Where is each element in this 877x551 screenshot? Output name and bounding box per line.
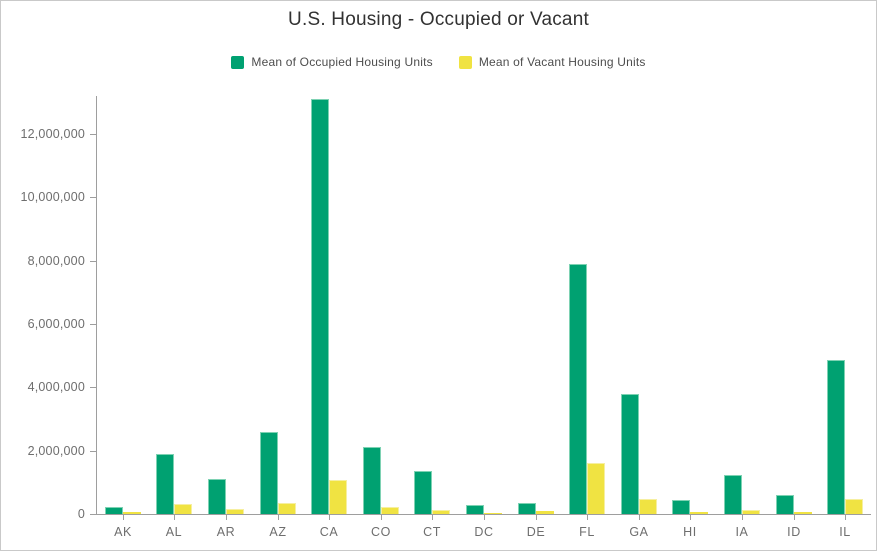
- y-axis-tick: [90, 514, 96, 515]
- bar-ga-occupied[interactable]: [621, 394, 639, 514]
- bar-co-vacant[interactable]: [381, 507, 399, 514]
- x-axis-tick: [536, 515, 537, 520]
- bar-il-occupied[interactable]: [827, 360, 845, 514]
- x-axis-line: [96, 514, 871, 515]
- x-axis-tick-label: IL: [839, 525, 851, 539]
- bar-fl-occupied[interactable]: [569, 264, 587, 514]
- y-axis-tick-label: 0: [77, 507, 85, 521]
- bar-az-occupied[interactable]: [260, 432, 278, 514]
- bar-id-occupied[interactable]: [776, 495, 794, 514]
- bar-ct-occupied[interactable]: [414, 471, 432, 514]
- y-axis-tick: [90, 387, 96, 388]
- bar-ia-vacant[interactable]: [742, 510, 760, 514]
- bar-ga-vacant[interactable]: [639, 499, 657, 514]
- bar-il-vacant[interactable]: [845, 499, 863, 514]
- x-axis-tick-label: DC: [474, 525, 494, 539]
- x-axis-tick-label: CT: [423, 525, 441, 539]
- x-axis-tick: [226, 515, 227, 520]
- x-axis-tick: [690, 515, 691, 520]
- y-axis-tick: [90, 261, 96, 262]
- bar-ia-occupied[interactable]: [724, 475, 742, 514]
- bar-de-occupied[interactable]: [518, 503, 536, 514]
- x-axis-tick-label: CA: [319, 525, 339, 539]
- legend-swatch-vacant-icon: [458, 55, 472, 69]
- x-axis-tick: [432, 515, 433, 520]
- x-axis-tick: [742, 515, 743, 520]
- legend-item-vacant[interactable]: Mean of Vacant Housing Units: [458, 55, 646, 69]
- y-axis-tick: [90, 324, 96, 325]
- bar-hi-occupied[interactable]: [672, 500, 690, 514]
- bar-ar-occupied[interactable]: [208, 479, 226, 514]
- bar-ak-vacant[interactable]: [123, 512, 141, 514]
- bar-co-occupied[interactable]: [363, 447, 381, 514]
- bar-al-occupied[interactable]: [156, 454, 174, 514]
- x-axis-tick: [794, 515, 795, 520]
- y-axis-tick-label: 6,000,000: [27, 317, 85, 331]
- x-axis-tick-label: HI: [683, 525, 697, 539]
- x-axis-tick: [587, 515, 588, 520]
- x-axis-tick-label: FL: [579, 525, 595, 539]
- x-axis-tick-label: GA: [629, 525, 649, 539]
- y-axis-tick-label: 12,000,000: [20, 127, 85, 141]
- y-axis-tick-label: 10,000,000: [20, 190, 85, 204]
- x-axis-tick: [484, 515, 485, 520]
- y-axis-tick-label: 8,000,000: [27, 254, 85, 268]
- x-axis-tick: [123, 515, 124, 520]
- chart-title: U.S. Housing - Occupied or Vacant: [288, 9, 589, 30]
- bar-dc-occupied[interactable]: [466, 505, 484, 514]
- legend-swatch-occupied-icon: [231, 55, 245, 69]
- legend-item-occupied[interactable]: Mean of Occupied Housing Units: [231, 55, 433, 69]
- x-axis-tick: [278, 515, 279, 520]
- x-axis-tick: [174, 515, 175, 520]
- bar-ct-vacant[interactable]: [432, 510, 450, 514]
- y-axis-tick-label: 4,000,000: [27, 380, 85, 394]
- x-axis-tick-label: ID: [787, 525, 801, 539]
- x-axis-tick: [381, 515, 382, 520]
- x-axis-tick-label: AR: [216, 525, 236, 539]
- x-axis-tick-label: AL: [165, 525, 183, 539]
- x-axis-tick: [845, 515, 846, 520]
- y-axis-tick-label: 2,000,000: [27, 444, 85, 458]
- x-axis-tick: [639, 515, 640, 520]
- bar-ca-occupied[interactable]: [311, 99, 329, 514]
- y-axis-tick: [90, 451, 96, 452]
- y-axis-tick: [90, 134, 96, 135]
- bar-hi-vacant[interactable]: [690, 512, 708, 514]
- bar-de-vacant[interactable]: [536, 511, 554, 514]
- x-axis-tick-label: CO: [371, 525, 391, 539]
- legend-label-vacant: Mean of Vacant Housing Units: [478, 55, 646, 69]
- x-axis-tick-label: AK: [114, 525, 132, 539]
- bar-dc-vacant[interactable]: [484, 513, 502, 514]
- y-axis-tick: [90, 197, 96, 198]
- x-axis-tick-label: DE: [526, 525, 546, 539]
- bar-fl-vacant[interactable]: [587, 463, 605, 514]
- x-axis-tick: [329, 515, 330, 520]
- y-axis-line: [96, 96, 97, 515]
- bar-ca-vacant[interactable]: [329, 480, 347, 514]
- legend-label-occupied: Mean of Occupied Housing Units: [251, 55, 433, 69]
- bar-al-vacant[interactable]: [174, 504, 192, 514]
- bar-id-vacant[interactable]: [794, 512, 812, 514]
- legend: Mean of Occupied Housing Units Mean of V…: [1, 55, 876, 69]
- bar-ak-occupied[interactable]: [105, 507, 123, 514]
- x-axis-tick-label: IA: [735, 525, 749, 539]
- bar-az-vacant[interactable]: [278, 503, 296, 514]
- x-axis-tick-label: AZ: [269, 525, 287, 539]
- bar-ar-vacant[interactable]: [226, 509, 244, 514]
